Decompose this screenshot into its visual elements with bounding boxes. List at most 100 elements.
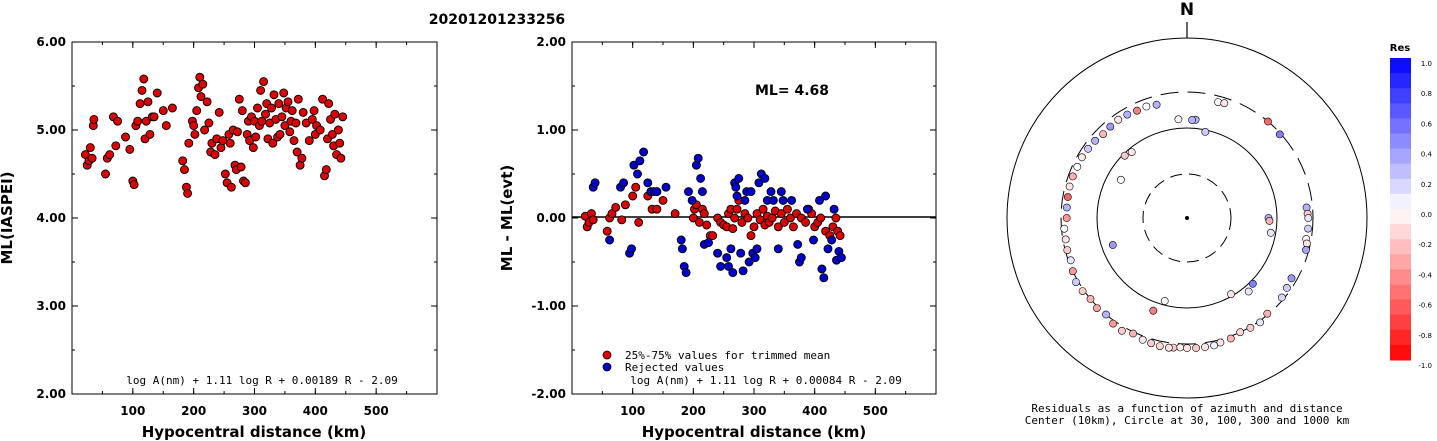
p2-point bbox=[602, 226, 612, 236]
p1-point bbox=[304, 136, 314, 146]
panel1-x-axis: 100 200 300 400 500 bbox=[71, 42, 438, 418]
polar-station-point bbox=[1160, 297, 1169, 305]
p2-point bbox=[744, 257, 754, 267]
p2-point bbox=[815, 195, 824, 205]
polar-station-point bbox=[1086, 295, 1095, 303]
p1-ytick-label: 5.00 bbox=[36, 123, 66, 137]
polar-station-point bbox=[1226, 334, 1235, 343]
p1-point bbox=[200, 125, 210, 135]
p1-point bbox=[139, 74, 149, 84]
p2-point bbox=[746, 187, 756, 197]
p2-point bbox=[787, 195, 797, 205]
colorbar-cell bbox=[1390, 314, 1411, 331]
p1-point bbox=[85, 143, 95, 153]
p1-point bbox=[330, 109, 340, 119]
polar-station-point bbox=[1155, 342, 1164, 350]
p1-point bbox=[121, 132, 130, 142]
legend-rejected-label: Rejected values bbox=[625, 361, 724, 374]
p2-point bbox=[835, 231, 845, 241]
p2-point bbox=[726, 244, 736, 254]
p2-point bbox=[809, 235, 818, 245]
polar-station-point bbox=[1302, 245, 1310, 254]
p1-point bbox=[137, 85, 147, 95]
polar-station-point bbox=[1142, 102, 1151, 111]
p1-point bbox=[225, 138, 235, 148]
p1-point bbox=[145, 129, 155, 139]
p2-point bbox=[696, 173, 706, 183]
p2-point bbox=[836, 253, 846, 263]
legend-rejected-marker bbox=[602, 362, 612, 372]
p1-point bbox=[298, 107, 308, 117]
p2-point bbox=[713, 248, 723, 258]
panel1-points bbox=[80, 72, 348, 198]
colorbar-tick-label: -0.8 bbox=[1418, 332, 1432, 340]
p2-point bbox=[633, 169, 642, 179]
p1-point bbox=[113, 116, 123, 126]
panel1-y-label: ML(IASPEI) bbox=[0, 171, 16, 264]
polar-station-point bbox=[1277, 293, 1286, 302]
p1-point bbox=[287, 106, 297, 116]
polar-station-point bbox=[1174, 115, 1183, 124]
colorbar-cell bbox=[1390, 163, 1411, 180]
p2-point bbox=[801, 217, 811, 227]
p1-point bbox=[248, 143, 258, 153]
polar-station-point bbox=[1275, 130, 1284, 139]
p2-point bbox=[605, 235, 615, 245]
panel-ml-vs-distance: 6.00 5.00 4.00 3.00 2.00 100 200 300 400 500 log… bbox=[0, 35, 438, 441]
polar-station-point bbox=[1201, 343, 1209, 351]
polar-station-point bbox=[1062, 203, 1071, 212]
p1-point bbox=[293, 94, 303, 104]
colorbar-cell bbox=[1390, 239, 1411, 255]
polar-station-point bbox=[1072, 278, 1080, 286]
p2-point bbox=[802, 204, 812, 214]
panel2-y-axis: 2.00 1.00 0.00 -1.00 -2.00 bbox=[531, 35, 936, 401]
p1-point bbox=[129, 180, 139, 190]
p2-point bbox=[817, 264, 827, 274]
polar-station-point bbox=[1287, 274, 1296, 283]
p1-point bbox=[268, 138, 278, 148]
p2-point bbox=[627, 244, 636, 254]
colorbar-cell bbox=[1390, 209, 1411, 225]
p1-point bbox=[277, 112, 287, 122]
p1-xtick-label: 300 bbox=[242, 404, 267, 418]
polar-station-point bbox=[1061, 235, 1070, 244]
polar-station-point bbox=[1109, 319, 1117, 328]
polar-station-point bbox=[1138, 335, 1147, 344]
p1-point bbox=[87, 153, 97, 163]
legend-trimmed-label: 25%-75% values for trimmed mean bbox=[625, 349, 830, 362]
p1-point bbox=[269, 90, 279, 100]
p1-point bbox=[183, 188, 193, 198]
figure-title: 20201201233256 bbox=[429, 12, 565, 28]
colorbar-cell bbox=[1390, 103, 1411, 119]
p2-point bbox=[619, 178, 629, 188]
p2-point bbox=[776, 187, 786, 197]
polar-station-point bbox=[1304, 224, 1312, 233]
polar-station-point bbox=[1236, 328, 1245, 337]
p1-point bbox=[190, 129, 200, 139]
p2-ytick-label: -2.00 bbox=[531, 387, 566, 401]
colorbar-cell bbox=[1390, 284, 1411, 301]
p1-point bbox=[307, 114, 317, 124]
p2-point bbox=[821, 191, 831, 201]
polar-station-point bbox=[1073, 162, 1082, 171]
colorbar-tick-label: 0.4 bbox=[1421, 151, 1433, 159]
p1-ytick-label: 2.00 bbox=[36, 387, 66, 401]
colorbar-ticks: 1.0 0.8 0.6 0.4 0.2 0.0 -0.2 -0.4 -0.6 -0.8 -1.0 bbox=[1418, 60, 1432, 370]
polar-station-point bbox=[1264, 117, 1272, 126]
polar-station-point bbox=[1120, 151, 1129, 160]
p2-point bbox=[827, 235, 837, 245]
p2-point bbox=[704, 238, 713, 248]
panel-residual-vs-distance: 2.00 1.00 0.00 -1.00 -2.00 100 200 300 400 500 M… bbox=[498, 35, 937, 441]
p1-point bbox=[226, 182, 236, 192]
colorbar-tick-label: -1.0 bbox=[1418, 362, 1432, 370]
p1-point bbox=[220, 169, 230, 179]
colorbar-title: Res bbox=[1390, 43, 1410, 54]
panel1-frame bbox=[71, 41, 438, 395]
p1-point bbox=[141, 116, 151, 126]
polar-station-point bbox=[1065, 182, 1074, 191]
p2-point bbox=[816, 213, 826, 223]
polar-station-point bbox=[1078, 287, 1087, 295]
legend-trimmed-marker bbox=[602, 350, 612, 360]
polar-station-point bbox=[1220, 99, 1229, 108]
